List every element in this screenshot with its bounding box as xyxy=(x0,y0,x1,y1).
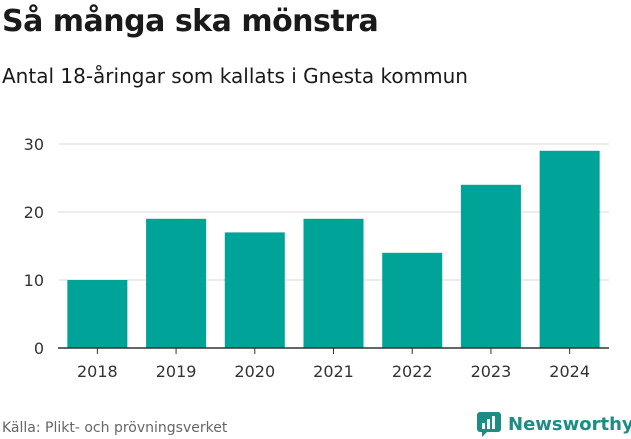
bar-2020 xyxy=(224,232,285,348)
x-tick-label-2020: 2020 xyxy=(234,362,275,381)
bar-2023 xyxy=(460,184,521,348)
x-tick-label-2018: 2018 xyxy=(77,362,118,381)
bar-2022 xyxy=(382,252,443,348)
y-tick-label-30: 30 xyxy=(24,135,44,154)
bar-2018 xyxy=(67,280,128,348)
brand-name: Newsworthy xyxy=(508,413,631,435)
x-tick-label-2023: 2023 xyxy=(471,362,512,381)
brand-logo: Newsworthy xyxy=(476,410,631,438)
bar-2021 xyxy=(303,218,364,348)
bars xyxy=(67,150,600,348)
newsworthy-logo-icon xyxy=(477,412,501,437)
y-tick-label-20: 20 xyxy=(24,203,44,222)
axes: 0 10 20 30 2018 2019 2020 2021 2022 2023 2024 xyxy=(24,135,609,381)
y-tick-label-10: 10 xyxy=(24,271,44,290)
y-tick-label-0: 0 xyxy=(34,339,44,358)
x-tick-label-2019: 2019 xyxy=(156,362,197,381)
source-note: Källa: Plikt- och prövningsverket xyxy=(2,420,228,436)
bar-2024 xyxy=(539,150,600,348)
bar-2019 xyxy=(146,218,207,348)
chart-subtitle: Antal 18-åringar som kallats i Gnesta ko… xyxy=(2,64,468,88)
chart-title: Så många ska mönstra xyxy=(2,4,379,39)
x-tick-label-2021: 2021 xyxy=(313,362,354,381)
x-tick-label-2024: 2024 xyxy=(549,362,590,381)
x-tick-label-2022: 2022 xyxy=(392,362,433,381)
